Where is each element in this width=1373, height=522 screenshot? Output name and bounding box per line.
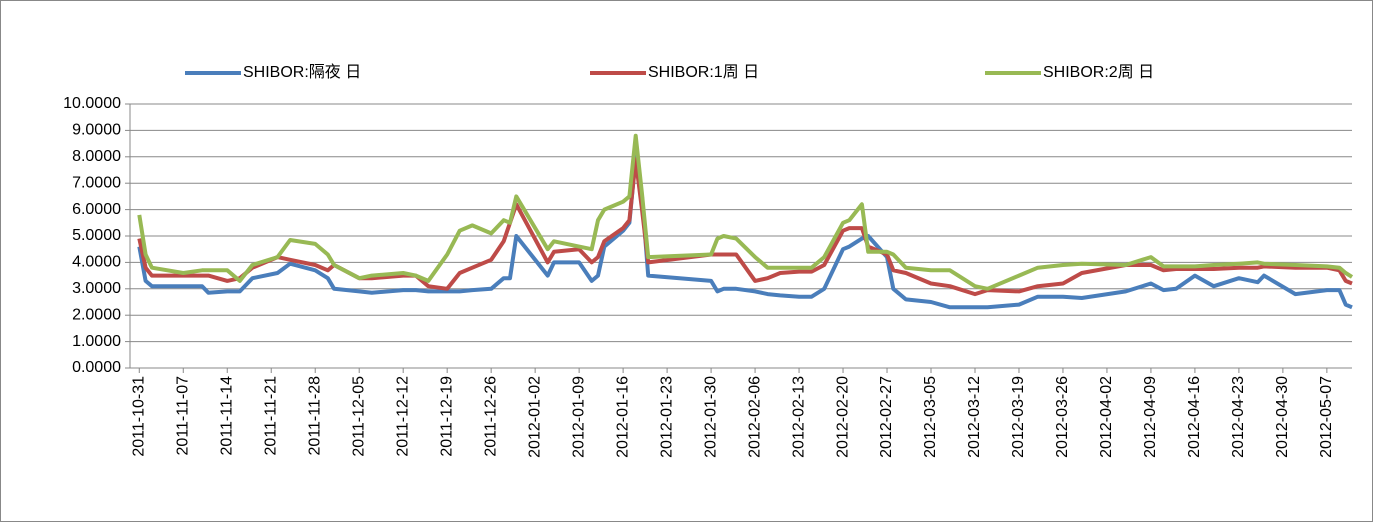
x-tick-label: 2012-01-02 xyxy=(526,376,543,458)
y-tick-label: 6.0000 xyxy=(72,201,121,218)
x-tick-label: 2012-01-09 xyxy=(570,376,587,458)
x-tick-label: 2012-04-23 xyxy=(1230,376,1247,458)
x-tick-label: 2012-04-09 xyxy=(1142,376,1159,458)
x-tick-label: 2011-12-12 xyxy=(394,376,411,457)
x-tick-label: 2011-11-14 xyxy=(218,376,235,456)
x-tick-label: 2012-04-02 xyxy=(1098,376,1115,458)
x-tick-label: 2011-11-28 xyxy=(306,376,323,456)
x-tick-label: 2012-02-27 xyxy=(878,376,895,458)
y-tick-label: 0.0000 xyxy=(72,359,121,376)
x-tick-label: 2012-03-26 xyxy=(1054,376,1071,458)
series-line xyxy=(137,157,1353,297)
y-tick-label: 10.0000 xyxy=(63,95,121,112)
x-tick-label: 2012-02-06 xyxy=(746,376,763,458)
series-line xyxy=(137,154,1353,310)
x-tick-label: 2012-04-16 xyxy=(1186,376,1203,458)
y-tick-label: 2.0000 xyxy=(72,306,121,323)
x-tick-label: 2011-10-31 xyxy=(131,376,148,457)
x-tick-label: 2011-12-19 xyxy=(438,376,455,457)
x-tick-label: 2011-11-07 xyxy=(174,376,191,456)
y-tick-label: 8.0000 xyxy=(72,148,121,165)
x-tick-label: 2011-12-05 xyxy=(350,376,367,457)
x-tick-label: 2011-11-21 xyxy=(262,376,279,456)
x-tick-label: 2012-05-07 xyxy=(1318,376,1335,458)
legend-label: SHIBOR:2周 日 xyxy=(1043,64,1154,81)
y-tick-label: 3.0000 xyxy=(72,280,121,297)
x-tick-label: 2012-03-12 xyxy=(966,376,983,458)
legend-label: SHIBOR:1周 日 xyxy=(648,64,759,81)
x-tick-label: 2012-01-23 xyxy=(658,376,675,458)
x-tick-label: 2012-01-16 xyxy=(614,376,631,458)
y-tick-label: 5.0000 xyxy=(72,227,121,244)
y-tick-label: 7.0000 xyxy=(72,174,121,191)
x-tick-label: 2011-12-26 xyxy=(482,376,499,457)
x-tick-label: 2012-01-30 xyxy=(702,376,719,458)
legend-label: SHIBOR:隔夜 日 xyxy=(243,63,361,81)
series-line xyxy=(137,133,1354,291)
x-tick-label: 2012-03-05 xyxy=(922,376,939,458)
y-tick-label: 9.0000 xyxy=(72,122,121,139)
x-tick-label: 2012-02-20 xyxy=(834,376,851,458)
y-tick-label: 1.0000 xyxy=(72,333,121,350)
x-tick-label: 2012-04-30 xyxy=(1274,376,1291,458)
x-tick-label: 2012-02-13 xyxy=(790,376,807,458)
x-tick-label: 2012-03-19 xyxy=(1010,376,1027,458)
y-tick-label: 4.0000 xyxy=(72,254,121,271)
